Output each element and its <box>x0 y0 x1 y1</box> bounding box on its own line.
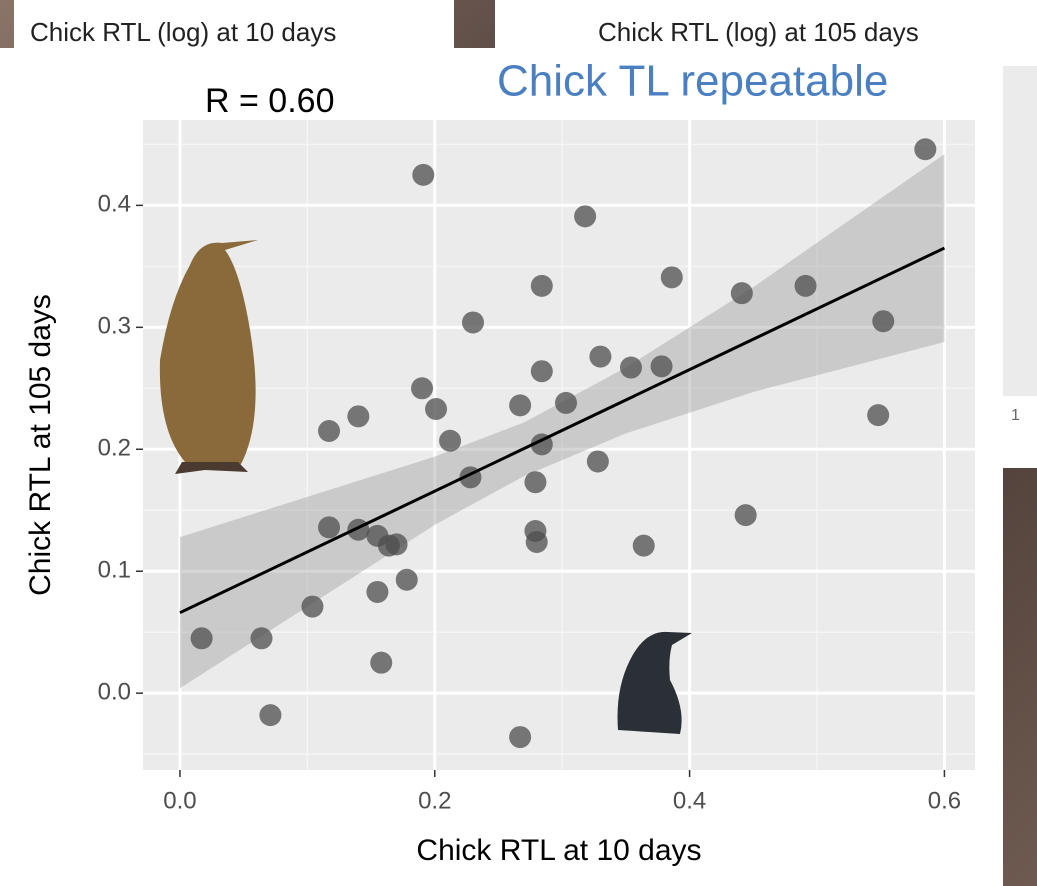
regression-line <box>179 246 946 615</box>
y-tick-label: 0.1 <box>98 557 131 584</box>
chick-body <box>617 631 692 734</box>
point <box>411 377 434 400</box>
point <box>370 651 393 674</box>
plot-panel <box>143 120 975 770</box>
right-panel-bg <box>495 0 1037 48</box>
point <box>730 282 753 305</box>
point <box>660 266 683 289</box>
point <box>530 274 553 297</box>
brown-chick <box>159 240 258 474</box>
point <box>412 163 435 186</box>
point <box>574 205 597 228</box>
point <box>318 419 341 442</box>
point <box>509 726 532 749</box>
point <box>619 356 642 379</box>
bg-header: Chick RTL (log) at 105 days <box>598 17 919 47</box>
chick-body <box>159 240 258 466</box>
point <box>589 345 612 368</box>
point <box>586 450 609 473</box>
point <box>914 138 937 161</box>
y-tick-label: 0.4 <box>98 191 131 218</box>
point <box>555 391 578 414</box>
point <box>461 311 484 334</box>
point <box>525 530 548 553</box>
point <box>385 533 408 556</box>
point <box>425 398 448 421</box>
bg-tick: 1 <box>1011 407 1020 424</box>
point <box>734 504 757 527</box>
black-chick <box>617 631 692 734</box>
y-tick-label: 0.2 <box>98 435 131 462</box>
point <box>301 595 324 618</box>
point <box>867 404 890 427</box>
point <box>509 394 532 417</box>
point <box>524 471 547 494</box>
point <box>530 360 553 383</box>
point <box>190 627 213 650</box>
x-axis-title: Chick RTL at 10 days <box>416 834 701 867</box>
annotation: R = 0.60 <box>205 82 334 120</box>
point <box>347 405 370 428</box>
confidence-band <box>179 154 945 689</box>
point <box>366 580 389 603</box>
point <box>439 429 462 452</box>
x-tick-label: 0.0 <box>163 787 196 814</box>
point <box>872 310 895 333</box>
bg-header: Chick RTL (log) at 10 days <box>30 17 336 47</box>
y-tick-label: 0.0 <box>98 679 131 706</box>
point <box>318 516 341 539</box>
x-tick-label: 0.6 <box>928 787 961 814</box>
point <box>259 704 282 727</box>
x-tick-label: 0.4 <box>673 787 706 814</box>
point <box>250 627 273 650</box>
plot: 0.0 0.2 0.4 0.6 0.0 0.1 0.2 0.3 0.4 <box>98 120 975 814</box>
point <box>794 274 817 297</box>
point <box>650 355 673 378</box>
chick-feet <box>175 462 248 474</box>
left-panel-bg <box>14 0 454 48</box>
chart-title: Chick TL repeatable <box>497 57 888 106</box>
point <box>632 534 655 557</box>
y-tick-label: 0.3 <box>98 313 131 340</box>
point <box>395 568 418 591</box>
right-panel-plot <box>1003 66 1037 396</box>
x-tick-label: 0.2 <box>418 787 451 814</box>
y-axis-title: Chick RTL at 105 days <box>24 294 57 596</box>
